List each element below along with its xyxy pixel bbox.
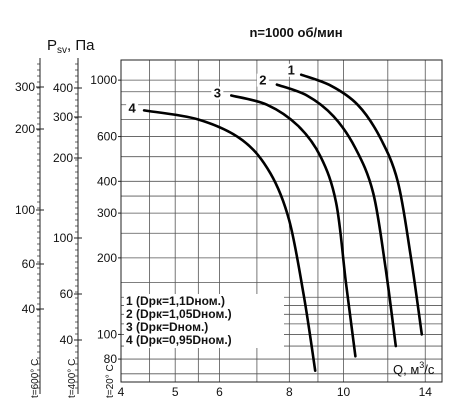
chart-series <box>142 73 424 372</box>
y-tick-label-inner: 80 <box>104 352 118 366</box>
y-tick-label-mid: 40 <box>60 333 74 347</box>
y-tick-label-outer: 100 <box>15 203 35 217</box>
y-tick-label-inner: 600 <box>97 130 117 144</box>
series-curve-1 <box>299 73 424 336</box>
y-tick-label-inner: 100 <box>97 327 117 341</box>
y-tick-label-outer: 200 <box>15 122 35 136</box>
y-axis-label: Psv, Па <box>47 37 95 56</box>
legend-entry-2: 2 (Dрк=1,05Dном.) <box>126 307 232 321</box>
curve-label-bg <box>126 101 139 115</box>
series-curve-2 <box>275 83 398 348</box>
x-axis-label: Q, м3/с <box>393 360 435 377</box>
curve-labels: 1 2 3 4 <box>126 63 298 115</box>
curve-label-4: 4 <box>129 100 137 115</box>
y-tick-label-mid: 60 <box>60 287 74 301</box>
caption-20c: t=20° C <box>105 364 116 398</box>
series-curve-4 <box>142 109 317 372</box>
x-axis-label-suffix: /с <box>424 362 435 377</box>
x-tick-label: 5 <box>172 385 179 399</box>
legend-entry-1: 1 (Dрк=1,1Dном.) <box>126 294 225 308</box>
plot-frame <box>120 59 443 383</box>
legend-background <box>124 294 284 348</box>
series-curve-3 <box>230 94 357 358</box>
chart-title: n=1000 об/мин <box>249 25 342 40</box>
y-tick-label-inner: 1000 <box>90 73 117 87</box>
curve-label-3: 3 <box>214 86 221 101</box>
y-axis-label-sub: sv <box>57 45 67 56</box>
legend-entry-3: 3 (Dрк=Dном.) <box>126 320 208 334</box>
y-tick-label-inner: 200 <box>97 251 117 265</box>
legend-entry-4: 4 (Dрк=0,95Dном.) <box>126 333 232 347</box>
y-tick-label-inner: 300 <box>97 206 117 220</box>
y-tick-label-mid: 300 <box>53 110 73 124</box>
y-tick-label-outer: 40 <box>22 302 36 316</box>
x-tick-label: 4 <box>118 385 125 399</box>
y-tick-label-outer: 300 <box>15 80 35 94</box>
curve-label-bg <box>285 63 298 77</box>
y-tick-label-mid: 400 <box>53 81 73 95</box>
curve-label-bg <box>211 86 224 100</box>
y-tick-label-mid: 200 <box>53 151 73 165</box>
curve-label-bg <box>256 73 269 87</box>
curve-label-1: 1 <box>288 63 295 78</box>
y-tick-label-inner: 400 <box>97 174 117 188</box>
x-axis-label-sup: 3 <box>419 360 424 370</box>
x-tick-label: 10 <box>337 385 351 399</box>
y-axis-label-suffix: , Па <box>67 37 95 54</box>
x-tick-label: 6 <box>216 385 223 399</box>
caption-400c: t=400° C <box>67 359 78 398</box>
y-tick-label-outer: 60 <box>22 257 36 271</box>
y-axis-label-prefix: P <box>47 37 57 54</box>
chart-ticks: 80 100 200 300 400 600 1000 40 60 100 200 300 400 40 6… <box>15 73 432 399</box>
caption-600c: t=600° C <box>30 359 41 398</box>
curve-label-2: 2 <box>259 73 266 88</box>
y-tick-label-mid: 100 <box>53 231 73 245</box>
chart-legend: 1 (Dрк=1,1Dном.)2 (Dрк=1,05Dном.)3 (Dрк=… <box>124 294 284 348</box>
x-tick-label: 14 <box>419 385 433 399</box>
x-axis-label-prefix: Q, м <box>393 362 419 377</box>
x-tick-label: 8 <box>286 385 293 399</box>
